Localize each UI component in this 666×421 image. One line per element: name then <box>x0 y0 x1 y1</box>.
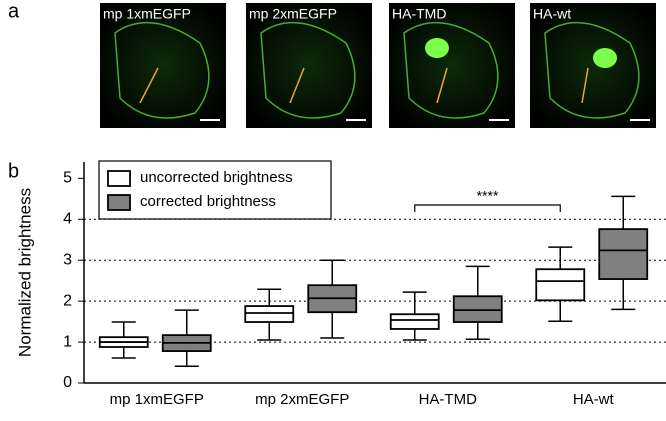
x-tick-label: mp 1xmEGFP <box>110 391 204 408</box>
legend-label: uncorrected brightness <box>140 169 293 186</box>
box <box>244 305 295 323</box>
y-tick-label: 4 <box>63 211 72 228</box>
legend-swatch <box>107 194 131 211</box>
legend-label: corrected brightness <box>140 193 276 210</box>
profile-line <box>289 67 305 104</box>
cell-outline <box>114 21 210 119</box>
significance-label: **** <box>477 188 499 204</box>
legend-box <box>98 160 332 220</box>
cell-outline <box>260 21 356 119</box>
cell-outline <box>403 21 499 119</box>
micrograph <box>100 3 226 128</box>
y-axis-label: Normalized brightness <box>15 188 34 357</box>
x-tick-label: HA-TMD <box>419 391 477 408</box>
micrograph <box>246 3 372 128</box>
legend-swatch <box>107 170 131 187</box>
y-tick-label: 2 <box>63 292 72 309</box>
x-tick-label: mp 2xmEGFP <box>255 391 349 408</box>
micrograph <box>389 3 515 128</box>
image-label: mp 1xmEGFP <box>103 6 191 22</box>
micrograph <box>530 3 656 128</box>
box <box>598 228 649 280</box>
profile-line <box>436 67 448 104</box>
box <box>452 295 503 323</box>
golgi <box>593 48 617 68</box>
significance-bracket <box>414 204 561 212</box>
image-label: HA-TMD <box>392 6 446 22</box>
y-tick-label: 3 <box>63 251 72 268</box>
golgi <box>425 38 449 58</box>
box <box>535 268 586 302</box>
box <box>389 313 440 330</box>
y-tick-label: 5 <box>63 170 72 187</box>
image-label: HA-wt <box>533 6 571 22</box>
panel-label: a <box>8 0 20 22</box>
image-label: mp 2xmEGFP <box>249 6 337 22</box>
profile-line <box>581 67 589 104</box>
y-tick-label: 0 <box>63 374 72 391</box>
cell-outline <box>544 21 640 119</box>
profile-line <box>139 67 159 104</box>
panel-label: b <box>8 160 19 182</box>
y-tick-label: 1 <box>63 333 72 350</box>
x-tick-label: HA-wt <box>573 391 615 408</box>
